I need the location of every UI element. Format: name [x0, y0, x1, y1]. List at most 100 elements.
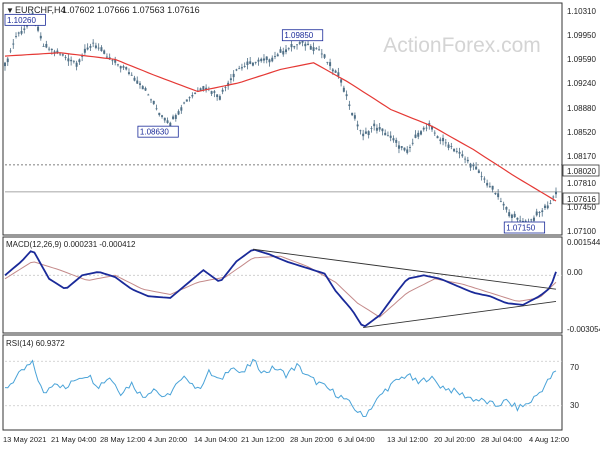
candle-body — [221, 89, 224, 92]
watermark: ActionForex.com — [383, 34, 541, 57]
candle — [229, 73, 232, 84]
candle — [353, 112, 356, 121]
candle — [271, 55, 274, 63]
candle — [392, 135, 395, 143]
rsi-line — [4, 358, 557, 418]
candle-body — [475, 166, 478, 170]
candle-body — [486, 182, 489, 186]
candle — [453, 148, 456, 153]
price-marker-label: 1.10260 — [7, 16, 36, 25]
candle-body — [141, 86, 144, 90]
candle — [262, 54, 265, 64]
candle — [238, 65, 241, 70]
candle-body — [433, 132, 436, 134]
candle-body — [298, 42, 301, 44]
candle-body — [169, 122, 172, 127]
candle — [406, 146, 409, 155]
candle-body — [414, 134, 417, 138]
candle-body — [370, 128, 373, 129]
candle-body — [9, 50, 12, 52]
time-label: 6 Jul 04:00 — [338, 435, 375, 444]
candle-body — [191, 95, 194, 97]
candle-body — [61, 54, 64, 56]
price-marker-box — [503, 221, 546, 234]
candle-body — [45, 43, 48, 48]
macd-axis: 0.001544 0.00 -0.003054 — [567, 238, 600, 334]
candle-body — [337, 72, 340, 77]
candle-body — [453, 148, 456, 152]
candle-body — [555, 191, 557, 195]
candle-body — [185, 99, 188, 102]
candle — [450, 142, 453, 150]
candle-body — [158, 112, 161, 116]
candle-body — [502, 203, 505, 206]
candle — [309, 44, 312, 50]
price-marker-label: 1.08630 — [140, 128, 169, 137]
candle — [249, 56, 252, 65]
candle — [375, 124, 378, 134]
candle-body — [180, 107, 183, 111]
candle — [127, 68, 130, 76]
candle-body — [48, 48, 51, 50]
candle — [466, 156, 469, 164]
candle-body — [235, 69, 238, 71]
candle-body — [519, 220, 522, 222]
candle-body — [111, 60, 114, 62]
candle — [180, 104, 183, 114]
candle-body — [42, 46, 45, 47]
price-marker-box — [281, 29, 324, 42]
time-axis: 13 May 2021 21 May 04:00 28 May 12:00 4 … — [3, 435, 569, 444]
candle-body — [199, 88, 202, 91]
time-label: 28 May 12:00 — [100, 435, 145, 444]
candle — [455, 147, 458, 154]
candle — [516, 217, 519, 222]
price-label-layer: 1.10260 1.08630 1.09850 1.07150 — [4, 13, 546, 234]
candle — [122, 64, 125, 70]
candle-body — [166, 120, 169, 123]
candle-body — [373, 123, 376, 127]
candle-body — [92, 42, 95, 44]
candle-body — [6, 58, 9, 63]
candle-body — [552, 196, 555, 198]
candle-body — [105, 56, 108, 58]
candle — [265, 56, 268, 64]
symbol-caret[interactable]: ▼ — [6, 6, 14, 15]
candle-body — [213, 91, 216, 93]
candle — [318, 45, 321, 51]
candle-body — [183, 102, 186, 104]
candle — [447, 142, 450, 151]
candle — [138, 81, 141, 89]
candle — [4, 61, 6, 71]
candle — [395, 137, 398, 148]
candle — [94, 42, 97, 50]
macd-panel-frame — [2, 236, 563, 334]
candle-body — [254, 61, 257, 63]
candle — [499, 197, 502, 203]
candle-body — [130, 74, 133, 76]
candle — [458, 147, 461, 159]
candle — [97, 43, 100, 51]
candle — [130, 72, 133, 76]
level-price-box — [562, 164, 600, 177]
candle — [37, 25, 40, 33]
candle-body — [329, 62, 332, 67]
candle — [386, 131, 389, 137]
candle-body — [133, 77, 136, 81]
candle — [136, 76, 139, 85]
macd-series-layer — [4, 248, 562, 328]
candle-body — [417, 132, 420, 137]
candle-body — [67, 58, 70, 62]
candle — [364, 127, 367, 135]
candle-body — [312, 47, 315, 51]
time-label: 13 May 2021 — [3, 435, 46, 444]
candle — [205, 84, 208, 93]
price-panel-frame — [2, 2, 563, 236]
candle — [169, 121, 172, 127]
candle — [20, 26, 23, 36]
candle — [221, 87, 224, 95]
candle-body — [285, 49, 288, 53]
candle-body — [279, 49, 282, 53]
macd-upper-trendline — [252, 248, 557, 290]
candle — [45, 40, 48, 49]
candle-body — [499, 201, 502, 203]
